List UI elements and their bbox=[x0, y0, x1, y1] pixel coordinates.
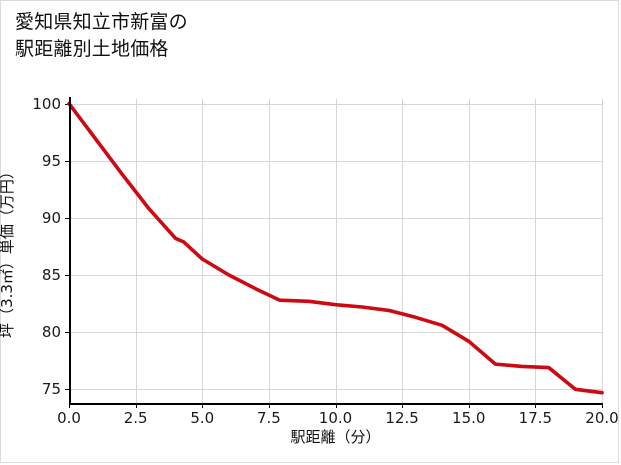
x-tick-mark bbox=[602, 404, 603, 408]
x-tick-label: 15.0 bbox=[452, 409, 486, 427]
y-tick-label: 100 bbox=[32, 94, 61, 113]
y-tick-mark bbox=[65, 103, 69, 105]
x-tick-label: 12.5 bbox=[385, 409, 419, 427]
x-tick-mark bbox=[268, 404, 270, 408]
y-axis-spine bbox=[69, 97, 71, 405]
y-axis-label: 坪（3.3㎡）単価（万円） bbox=[0, 164, 16, 338]
y-tick-label: 85 bbox=[41, 266, 61, 284]
y-tick-label: 75 bbox=[41, 380, 61, 399]
gridline-vertical bbox=[402, 99, 404, 403]
x-tick-mark bbox=[135, 404, 137, 408]
y-tick-mark bbox=[65, 275, 69, 276]
chart-title: 愛知県知立市新富の 駅距離別土地価格 bbox=[15, 11, 188, 60]
x-tick-label: 7.5 bbox=[256, 409, 281, 427]
x-tick-mark bbox=[69, 404, 70, 408]
gridline-vertical bbox=[202, 99, 204, 403]
gridline-vertical bbox=[135, 99, 137, 403]
x-axis-spine bbox=[69, 403, 603, 405]
gridline-vertical bbox=[468, 99, 470, 403]
gridline-vertical bbox=[602, 99, 603, 403]
x-tick-label: 10.0 bbox=[318, 409, 353, 427]
x-axis-label: 駅距離（分） bbox=[290, 428, 381, 446]
x-tick-mark bbox=[402, 404, 404, 408]
x-tick-mark bbox=[202, 404, 204, 408]
y-tick-mark bbox=[65, 160, 69, 162]
y-tick-mark bbox=[65, 332, 69, 334]
y-tick-label: 95 bbox=[41, 151, 61, 170]
y-tick-mark bbox=[65, 389, 69, 391]
plot-area: 75 80 85 90 95 100 0.0 2.5 5.0 7.5 10.0 12.5 15.0 17… bbox=[32, 95, 618, 427]
series-line bbox=[67, 101, 604, 395]
y-tick-mark bbox=[65, 217, 69, 219]
y-tick-label: 80 bbox=[41, 323, 61, 342]
x-tick-mark bbox=[335, 404, 337, 408]
gridline-vertical bbox=[535, 99, 537, 403]
x-tick-label: 2.5 bbox=[123, 409, 148, 427]
x-tick-label: 17.5 bbox=[518, 409, 553, 427]
gridline-vertical bbox=[335, 99, 337, 403]
data-line-series bbox=[67, 101, 604, 395]
x-tick-label: 20.0 bbox=[585, 409, 619, 427]
y-tick-label: 90 bbox=[41, 208, 61, 227]
x-tick-mark bbox=[535, 404, 537, 408]
x-tick-label: 5.0 bbox=[190, 409, 215, 427]
gridline-vertical bbox=[268, 99, 270, 403]
x-tick-label: 0.0 bbox=[57, 409, 81, 427]
x-tick-mark bbox=[468, 404, 470, 408]
